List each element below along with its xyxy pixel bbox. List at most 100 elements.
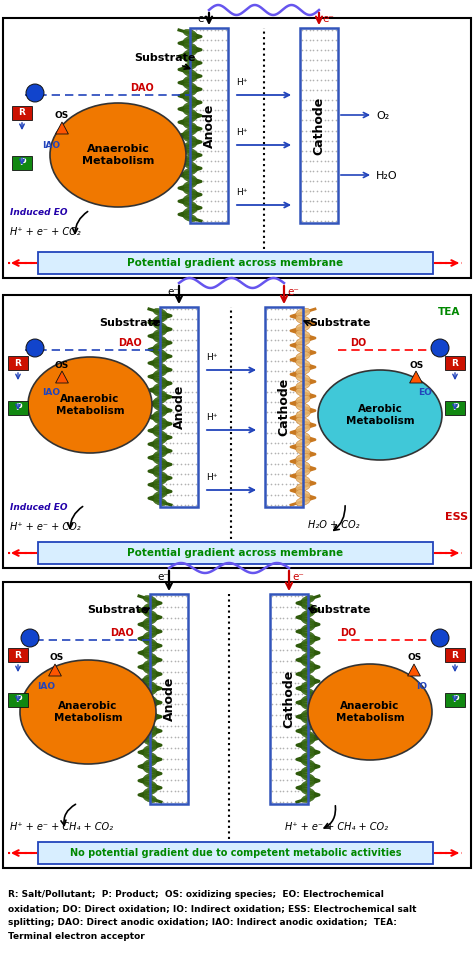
FancyBboxPatch shape xyxy=(445,648,465,662)
Ellipse shape xyxy=(296,344,310,354)
Ellipse shape xyxy=(183,200,197,208)
Ellipse shape xyxy=(183,128,197,136)
Text: Anode: Anode xyxy=(163,677,175,721)
Ellipse shape xyxy=(143,695,157,703)
Ellipse shape xyxy=(153,484,167,492)
FancyBboxPatch shape xyxy=(38,252,433,274)
Text: P: P xyxy=(452,696,458,705)
Ellipse shape xyxy=(301,609,315,618)
Ellipse shape xyxy=(153,383,167,391)
Text: OS: OS xyxy=(408,653,422,662)
Text: Potential gradient across membrane: Potential gradient across membrane xyxy=(128,258,344,268)
Ellipse shape xyxy=(301,723,315,731)
Text: Substrate: Substrate xyxy=(87,605,149,615)
Text: No potential gradient due to competent metabolic activities: No potential gradient due to competent m… xyxy=(70,848,401,858)
Ellipse shape xyxy=(143,766,157,774)
Circle shape xyxy=(21,629,39,647)
Text: H⁺: H⁺ xyxy=(206,353,218,362)
Polygon shape xyxy=(49,664,62,676)
Ellipse shape xyxy=(143,624,157,632)
FancyBboxPatch shape xyxy=(8,648,28,662)
Text: H⁺: H⁺ xyxy=(236,188,247,197)
Ellipse shape xyxy=(301,645,315,653)
Ellipse shape xyxy=(301,680,315,689)
Ellipse shape xyxy=(296,381,310,390)
Text: Substrate: Substrate xyxy=(134,53,196,63)
Ellipse shape xyxy=(143,609,157,618)
Text: Anaerobic
Metabolism: Anaerobic Metabolism xyxy=(54,701,122,723)
Ellipse shape xyxy=(296,337,310,346)
Ellipse shape xyxy=(153,464,167,471)
Ellipse shape xyxy=(183,181,197,189)
Text: ESS: ESS xyxy=(445,512,468,522)
Ellipse shape xyxy=(301,710,315,717)
Ellipse shape xyxy=(296,432,310,440)
Ellipse shape xyxy=(183,69,197,77)
Ellipse shape xyxy=(183,214,197,222)
Ellipse shape xyxy=(183,29,197,37)
Ellipse shape xyxy=(143,773,157,781)
Ellipse shape xyxy=(143,603,157,610)
Ellipse shape xyxy=(301,639,315,646)
Ellipse shape xyxy=(183,188,197,195)
Ellipse shape xyxy=(143,731,157,739)
Text: Anaerobic
Metabolism: Anaerobic Metabolism xyxy=(82,144,154,166)
Ellipse shape xyxy=(301,667,315,675)
Ellipse shape xyxy=(153,356,167,364)
Ellipse shape xyxy=(153,349,167,357)
Text: e⁻: e⁻ xyxy=(197,14,209,24)
Text: e⁻: e⁻ xyxy=(322,14,334,24)
Text: DAO: DAO xyxy=(130,83,154,93)
Ellipse shape xyxy=(143,752,157,760)
Text: O₂: O₂ xyxy=(376,111,389,121)
Ellipse shape xyxy=(143,716,157,724)
Ellipse shape xyxy=(301,716,315,724)
Circle shape xyxy=(431,629,449,647)
Text: H⁺ + e⁻ + CO₂: H⁺ + e⁻ + CO₂ xyxy=(10,522,81,532)
Text: Substrate: Substrate xyxy=(310,318,371,328)
Text: P: P xyxy=(452,403,458,412)
Bar xyxy=(190,28,228,223)
Ellipse shape xyxy=(296,359,310,367)
Ellipse shape xyxy=(143,781,157,788)
Ellipse shape xyxy=(301,787,315,795)
Text: oxidation; DO: Direct oxidation; IO: Indirect oxidation; ESS: Electrochemical sa: oxidation; DO: Direct oxidation; IO: Ind… xyxy=(8,904,417,913)
Text: e⁻: e⁻ xyxy=(287,287,299,297)
Ellipse shape xyxy=(153,450,167,458)
FancyBboxPatch shape xyxy=(3,582,471,868)
Ellipse shape xyxy=(301,688,315,696)
Ellipse shape xyxy=(301,794,315,803)
Text: H⁺: H⁺ xyxy=(206,413,218,422)
Text: e⁻: e⁻ xyxy=(157,572,169,582)
Bar xyxy=(265,307,303,507)
Ellipse shape xyxy=(183,168,197,176)
Text: R: Salt/Pollutant;  P: Product;  OS: oxidizing species;  EO: Electrochemical: R: Salt/Pollutant; P: Product; OS: oxidi… xyxy=(8,890,384,899)
Text: OS: OS xyxy=(55,361,69,370)
Ellipse shape xyxy=(183,122,197,129)
Ellipse shape xyxy=(301,759,315,767)
Ellipse shape xyxy=(153,363,167,370)
Ellipse shape xyxy=(296,490,310,499)
Ellipse shape xyxy=(143,680,157,689)
Ellipse shape xyxy=(183,88,197,96)
Ellipse shape xyxy=(301,624,315,632)
Circle shape xyxy=(26,339,44,357)
Text: H⁺: H⁺ xyxy=(236,128,247,137)
FancyBboxPatch shape xyxy=(12,156,32,170)
Ellipse shape xyxy=(143,759,157,767)
Text: Anode: Anode xyxy=(202,103,216,148)
Ellipse shape xyxy=(153,329,167,336)
Ellipse shape xyxy=(153,308,167,316)
FancyBboxPatch shape xyxy=(8,693,28,707)
Text: DO: DO xyxy=(350,338,366,348)
Ellipse shape xyxy=(296,366,310,375)
Text: DO: DO xyxy=(340,628,356,638)
Ellipse shape xyxy=(153,430,167,438)
Bar xyxy=(150,594,188,804)
Ellipse shape xyxy=(301,631,315,639)
Text: IAO: IAO xyxy=(42,141,60,150)
Ellipse shape xyxy=(296,316,310,325)
Text: Substrate: Substrate xyxy=(310,605,371,615)
Text: Cathode: Cathode xyxy=(283,670,295,728)
Text: H⁺ + e⁻ + CO₂: H⁺ + e⁻ + CO₂ xyxy=(10,227,81,237)
